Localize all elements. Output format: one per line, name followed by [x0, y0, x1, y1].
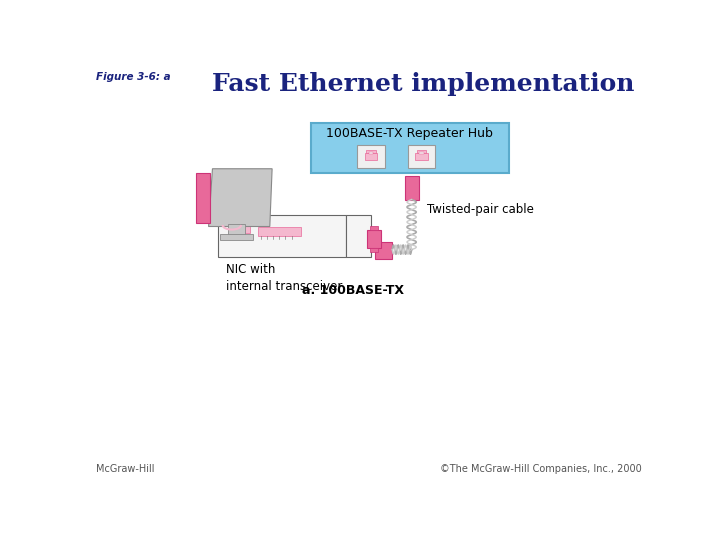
- Bar: [258, 226, 301, 236]
- Text: Figure 3-6: a: Figure 3-6: a: [96, 72, 171, 83]
- Bar: [417, 150, 426, 153]
- Bar: [357, 145, 384, 168]
- Bar: [415, 153, 428, 160]
- Bar: [346, 215, 371, 257]
- Bar: [311, 123, 508, 173]
- Bar: [369, 152, 373, 154]
- Bar: [366, 230, 381, 248]
- Bar: [419, 152, 423, 154]
- Polygon shape: [209, 168, 272, 226]
- Text: 100BASE-TX Repeater Hub: 100BASE-TX Repeater Hub: [326, 127, 493, 140]
- Text: Twisted-pair cable: Twisted-pair cable: [427, 202, 534, 215]
- Bar: [370, 248, 377, 252]
- Text: Fast Ethernet implementation: Fast Ethernet implementation: [212, 72, 634, 97]
- Bar: [220, 234, 253, 240]
- Bar: [375, 242, 392, 259]
- Bar: [233, 225, 251, 233]
- Text: NIC with
internal transceiver: NIC with internal transceiver: [225, 264, 342, 293]
- Text: a. 100BASE-TX: a. 100BASE-TX: [302, 284, 405, 297]
- Bar: [408, 145, 435, 168]
- Bar: [365, 153, 377, 160]
- Bar: [196, 173, 210, 222]
- Bar: [228, 224, 245, 236]
- Text: ©The McGraw-Hill Companies, Inc., 2000: ©The McGraw-Hill Companies, Inc., 2000: [440, 464, 642, 475]
- Bar: [405, 177, 418, 200]
- Bar: [218, 215, 346, 257]
- Bar: [370, 226, 377, 230]
- Text: McGraw-Hill: McGraw-Hill: [96, 464, 155, 475]
- Bar: [366, 150, 376, 153]
